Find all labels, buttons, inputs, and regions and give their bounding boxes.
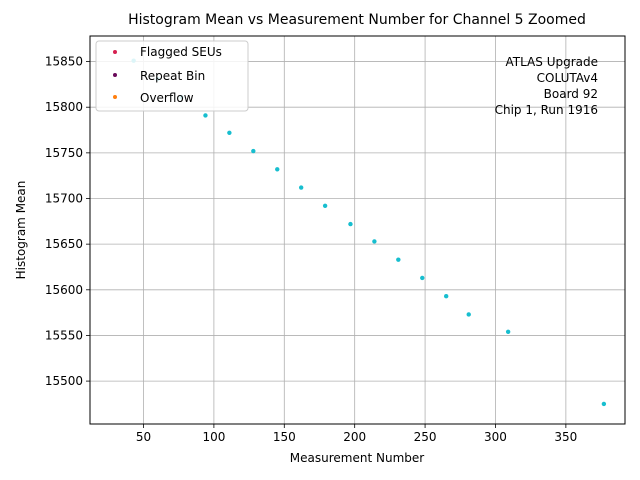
x-tick-label: 150 xyxy=(273,430,296,444)
legend-marker-overflow xyxy=(113,95,117,99)
y-tick-label: 15500 xyxy=(45,374,83,388)
y-tick-label: 15700 xyxy=(45,192,83,206)
x-tick-label: 100 xyxy=(202,430,225,444)
legend-label-repeat-bin: Repeat Bin xyxy=(140,69,205,83)
legend-marker-flagged-seus xyxy=(113,50,117,54)
y-tick-label: 15650 xyxy=(45,237,83,251)
data-point xyxy=(275,167,280,172)
y-axis-ticks: 15500 15550 15600 15650 15700 15750 15800 15850 xyxy=(45,55,90,388)
y-tick-label: 15850 xyxy=(45,55,83,69)
data-point xyxy=(505,329,511,334)
annotation-line-1: ATLAS Upgrade xyxy=(505,55,598,69)
x-axis-label: Measurement Number xyxy=(290,451,424,465)
y-tick-label: 15800 xyxy=(45,100,83,114)
data-point xyxy=(322,203,328,209)
y-tick-label: 15750 xyxy=(45,146,83,160)
chart-title: Histogram Mean vs Measurement Number for… xyxy=(128,12,586,28)
annotation-line-3: Board 92 xyxy=(544,87,598,101)
legend: Flagged SEUs Repeat Bin Overflow xyxy=(95,40,249,112)
legend-label-overflow: Overflow xyxy=(140,91,194,105)
legend-box xyxy=(95,40,249,112)
y-tick-label: 15550 xyxy=(45,328,83,342)
legend-marker-repeat-bin xyxy=(113,73,117,77)
grid xyxy=(90,36,625,424)
x-tick-label: 200 xyxy=(343,430,366,444)
data-point xyxy=(227,130,232,135)
x-tick-label: 300 xyxy=(484,430,507,444)
data-point xyxy=(601,401,607,407)
annotation-box: ATLAS Upgrade COLUTAv4 Board 92 Chip 1, … xyxy=(495,55,598,117)
x-tick-label: 50 xyxy=(136,430,151,444)
annotation-line-2: COLUTAv4 xyxy=(537,71,598,85)
data-point xyxy=(420,275,425,281)
plot-frame xyxy=(89,35,626,425)
x-axis-ticks: 50 100 150 200 250 300 350 xyxy=(136,424,577,444)
data-point xyxy=(348,221,353,227)
data-point xyxy=(443,293,449,299)
data-point xyxy=(396,257,401,262)
data-point xyxy=(466,312,471,317)
data-point xyxy=(298,185,304,190)
data-point xyxy=(203,113,208,118)
legend-label-flagged-seus: Flagged SEUs xyxy=(140,45,222,59)
x-tick-label: 250 xyxy=(414,430,437,444)
data-point xyxy=(251,148,256,154)
x-tick-label: 350 xyxy=(554,430,577,444)
y-axis-label: Histogram Mean xyxy=(14,181,28,280)
data-point xyxy=(372,239,377,244)
y-tick-label: 15600 xyxy=(45,283,83,297)
annotation-line-4: Chip 1, Run 1916 xyxy=(495,103,598,117)
